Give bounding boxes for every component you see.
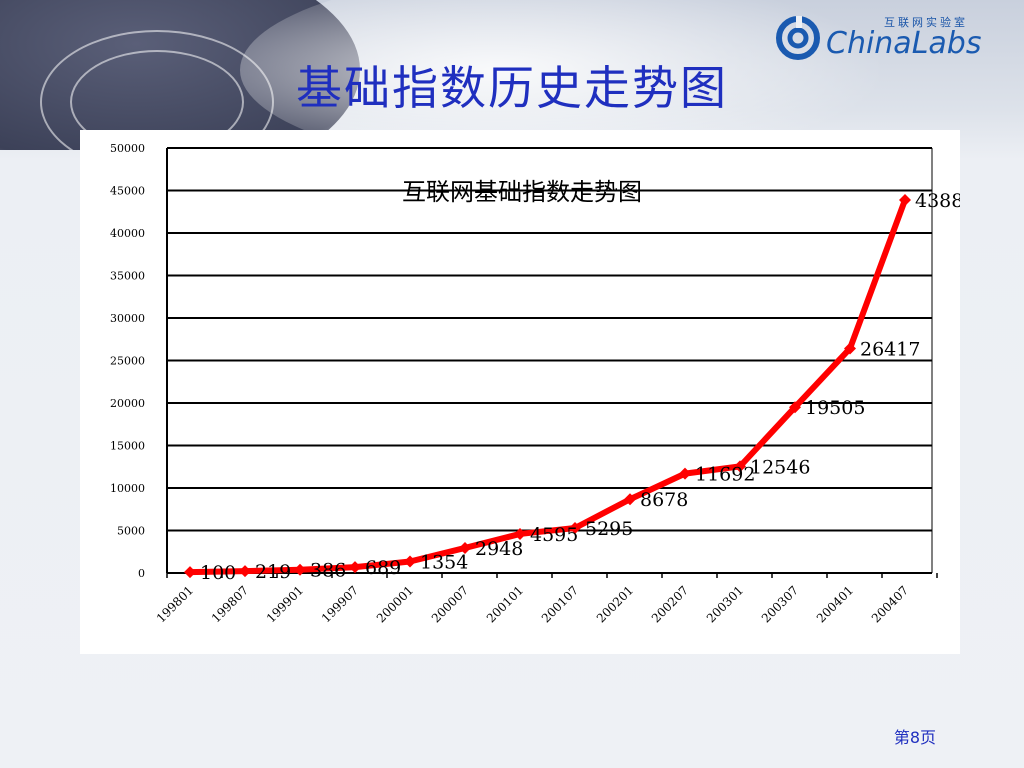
y-tick-label: 5000 <box>117 525 145 538</box>
x-tick-label: 200307 <box>759 583 801 625</box>
series-polyline <box>187 196 908 576</box>
y-tick-label: 0 <box>138 567 145 580</box>
gridlines <box>166 147 933 574</box>
y-tick-label: 35000 <box>110 270 145 283</box>
y-tick-label: 45000 <box>110 185 145 198</box>
logo-brand: ChinaLabs <box>826 26 982 61</box>
data-label: 19505 <box>805 397 865 419</box>
series-line <box>187 196 908 576</box>
x-tick-label: 199801 <box>154 583 196 625</box>
data-label: 26417 <box>860 338 920 360</box>
data-label: 1354 <box>420 551 468 573</box>
y-tick-label: 30000 <box>110 312 145 325</box>
data-label: 12546 <box>750 456 810 478</box>
data-point <box>569 521 581 534</box>
x-tick-label: 200201 <box>594 583 636 625</box>
line-chart: 0 5000 10000 15000 20000 25000 30000 35000 40000… <box>110 142 960 626</box>
x-tick-label: 200107 <box>539 583 581 625</box>
x-tick-label: 199907 <box>319 583 361 625</box>
x-tick-label: 200301 <box>704 583 746 625</box>
data-point <box>349 561 361 574</box>
y-tick-label: 10000 <box>110 482 145 495</box>
data-labels: 100 219 386 689 1354 2948 4595 5295 8678 11692125… <box>200 190 960 584</box>
chart-title: 互联网基础指数走势图 <box>402 178 642 206</box>
background-decoration <box>0 0 1024 150</box>
data-point <box>624 493 636 506</box>
data-point <box>514 527 526 540</box>
data-label: 11692 <box>695 464 755 486</box>
data-label: 2948 <box>475 538 523 560</box>
data-point <box>294 563 306 576</box>
y-axis-ticks: 0 5000 10000 15000 20000 25000 30000 35000 40000… <box>110 142 145 580</box>
x-tick-label: 200207 <box>649 583 691 625</box>
slide-title: 基础指数历史走势图 <box>296 61 728 115</box>
logo-tagline: 互联网实验室 <box>884 16 968 29</box>
page-number: 第8页 <box>893 728 936 747</box>
data-point <box>459 541 471 554</box>
y-tick-label: 15000 <box>110 440 145 453</box>
y-tick-label: 20000 <box>110 397 145 410</box>
data-point <box>789 401 801 414</box>
data-point <box>844 342 856 355</box>
data-label: 219 <box>255 561 291 583</box>
data-label: 386 <box>310 560 346 582</box>
data-label: 5295 <box>585 518 633 540</box>
chinalabs-logo: 互联网实验室 ChinaLabs <box>768 8 998 68</box>
x-tick-label: 200407 <box>869 583 911 625</box>
x-tick-label: 200101 <box>484 583 526 625</box>
data-label: 8678 <box>640 489 688 511</box>
x-tick-label: 199807 <box>209 583 251 625</box>
y-tick-label: 40000 <box>110 227 145 240</box>
data-label: 4595 <box>530 524 578 546</box>
data-label: 43886 <box>915 190 960 212</box>
data-point <box>404 555 416 568</box>
x-tick-label: 199901 <box>264 583 306 625</box>
x-tick-label: 200007 <box>429 583 471 625</box>
data-point <box>899 193 911 206</box>
y-tick-label: 50000 <box>110 142 145 155</box>
x-tick-label: 200001 <box>374 583 416 625</box>
data-label: 100 <box>200 562 236 584</box>
data-point <box>184 566 196 579</box>
data-points <box>184 193 911 579</box>
chinalabs-logo-icon <box>776 16 820 60</box>
data-label: 689 <box>365 557 401 579</box>
data-point <box>239 565 251 578</box>
data-point <box>679 467 691 480</box>
data-point <box>734 460 746 473</box>
y-tick-label: 25000 <box>110 355 145 368</box>
chart-area: 0 5000 10000 15000 20000 25000 30000 35000 40000… <box>80 130 960 654</box>
x-tick-label: 200401 <box>814 583 856 625</box>
